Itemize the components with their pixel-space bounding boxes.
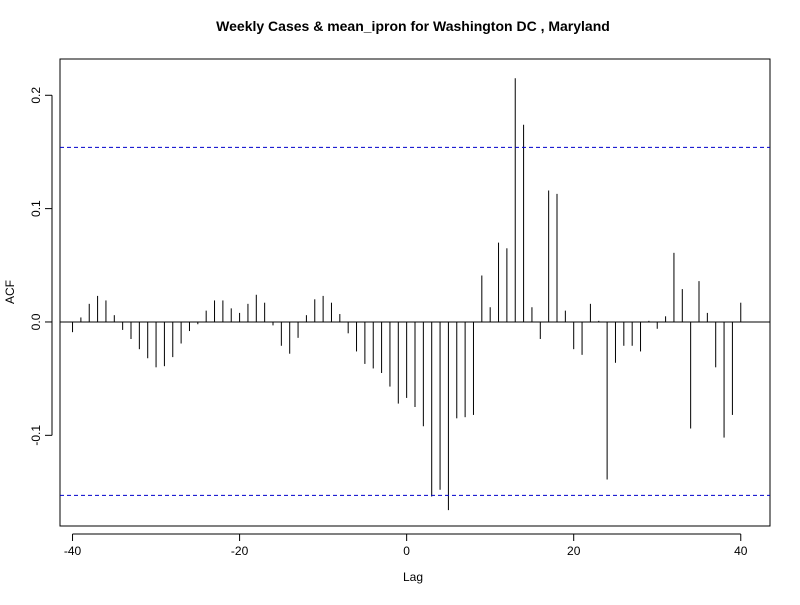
x-tick-label: 40 <box>734 544 748 558</box>
x-tick-label: 20 <box>567 544 581 558</box>
x-axis: -40 -20 0 20 40 <box>64 533 748 558</box>
plot-frame <box>59 58 771 527</box>
y-axis: -0.1 0.0 0.1 0.2 <box>29 87 53 446</box>
y-tick-label: 0.1 <box>29 200 43 217</box>
y-tick-label: 0.0 <box>29 313 43 330</box>
confidence-bounds <box>60 146 770 496</box>
acf-bars <box>72 78 742 511</box>
x-tick-label: 0 <box>403 544 410 558</box>
chart-title: Weekly Cases & mean_ipron for Washington… <box>216 18 610 34</box>
y-tick-label: 0.2 <box>29 87 43 104</box>
x-tick-label: -40 <box>64 544 82 558</box>
y-tick-label: -0.1 <box>29 425 43 446</box>
y-axis-label: ACF <box>3 280 17 304</box>
x-tick-label: -20 <box>231 544 249 558</box>
x-axis-label: Lag <box>403 570 423 584</box>
